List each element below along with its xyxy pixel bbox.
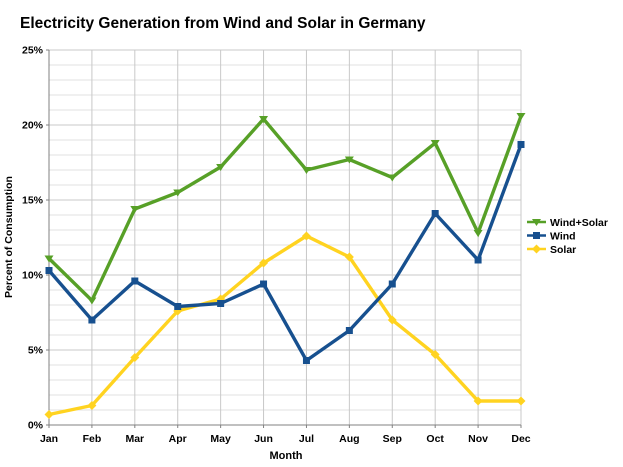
data-point-wind-solar: [173, 189, 183, 197]
x-tick-label: Oct: [426, 433, 444, 445]
y-tick-label: 0%: [28, 420, 44, 432]
legend-item-wind: Wind: [527, 230, 576, 242]
y-tick-label: 20%: [22, 120, 44, 132]
x-tick-label: Jan: [40, 433, 58, 445]
x-tick-label: Dec: [511, 433, 530, 445]
data-point-wind: [345, 327, 353, 334]
axis-labels: 0% 5% 10% 15% 20% 25% Jan Feb Mar Apr May Jun Jul Aug…: [22, 45, 531, 446]
x-tick-label: Sep: [383, 433, 402, 445]
x-tick-label: Apr: [169, 433, 187, 445]
legend-label-wind-solar: Wind+Solar: [550, 217, 608, 229]
legend-label-wind: Wind: [550, 230, 576, 242]
data-point-wind: [260, 280, 268, 288]
data-point-wind-solar: [473, 230, 483, 237]
x-tick-label: Mar: [125, 433, 144, 445]
data-point-wind-solar: [216, 164, 226, 171]
x-tick-label: Feb: [83, 433, 102, 445]
data-point-wind: [217, 300, 225, 307]
data-point-wind-solar: [344, 156, 354, 164]
y-tick-label: 15%: [22, 195, 44, 207]
data-point-solar: [87, 401, 97, 410]
data-point-solar: [344, 252, 354, 262]
y-tick-label: 5%: [28, 345, 44, 357]
data-point-wind-solar: [87, 297, 97, 305]
series-wind-solar: [44, 113, 526, 305]
data-series: [44, 113, 526, 419]
x-tick-label: May: [210, 433, 231, 445]
data-point-wind-solar: [259, 116, 269, 123]
data-point-wind: [88, 316, 96, 324]
series-line-wind-solar: [47, 115, 523, 304]
x-tick-label: Jun: [254, 433, 273, 445]
data-point-wind: [517, 141, 525, 148]
data-point-solar: [259, 258, 269, 268]
data-point-wind-solar: [430, 140, 440, 147]
series-wind: [45, 141, 525, 364]
axes: [46, 49, 522, 428]
data-point-wind: [174, 303, 182, 310]
data-point-wind-solar: [44, 255, 54, 263]
legend-marker-wind-solar: [532, 219, 541, 226]
series-solar: [44, 231, 526, 419]
data-point-wind: [388, 280, 396, 288]
legend-marker-wind: [533, 232, 540, 239]
legend-item-solar: Solar: [527, 244, 576, 256]
data-point-wind: [302, 357, 310, 364]
legend-item-wind-solar: Wind+Solar: [527, 217, 608, 229]
data-point-solar: [130, 353, 140, 362]
data-point-solar: [44, 410, 54, 419]
data-point-solar: [473, 396, 483, 406]
data-point-wind: [131, 277, 139, 285]
data-point-solar: [516, 396, 526, 406]
data-point-solar: [387, 315, 397, 325]
y-tick-label: 25%: [22, 45, 44, 57]
legend-marker-solar: [532, 244, 541, 254]
data-point-solar: [430, 350, 440, 359]
x-axis-title: Month: [270, 450, 303, 462]
data-point-wind: [45, 267, 53, 274]
data-point-wind: [474, 256, 482, 264]
legend-label-solar: Solar: [550, 244, 576, 256]
x-tick-label: Nov: [468, 433, 488, 445]
data-point-wind: [431, 210, 439, 217]
y-tick-label: 10%: [22, 270, 44, 282]
gridlines: [49, 49, 522, 425]
x-tick-label: Jul: [299, 433, 314, 445]
y-axis-title: Percent of Consumption: [3, 176, 15, 298]
data-point-wind-solar: [516, 113, 526, 120]
series-line-solar: [48, 234, 521, 417]
data-point-solar: [301, 231, 311, 241]
data-point-wind-solar: [130, 206, 140, 213]
series-line-wind: [47, 143, 523, 363]
chart-title: Electricity Generation from Wind and Sol…: [20, 15, 426, 32]
data-point-wind-solar: [387, 174, 397, 182]
data-point-wind-solar: [301, 167, 311, 174]
x-tick-label: Aug: [339, 433, 359, 445]
